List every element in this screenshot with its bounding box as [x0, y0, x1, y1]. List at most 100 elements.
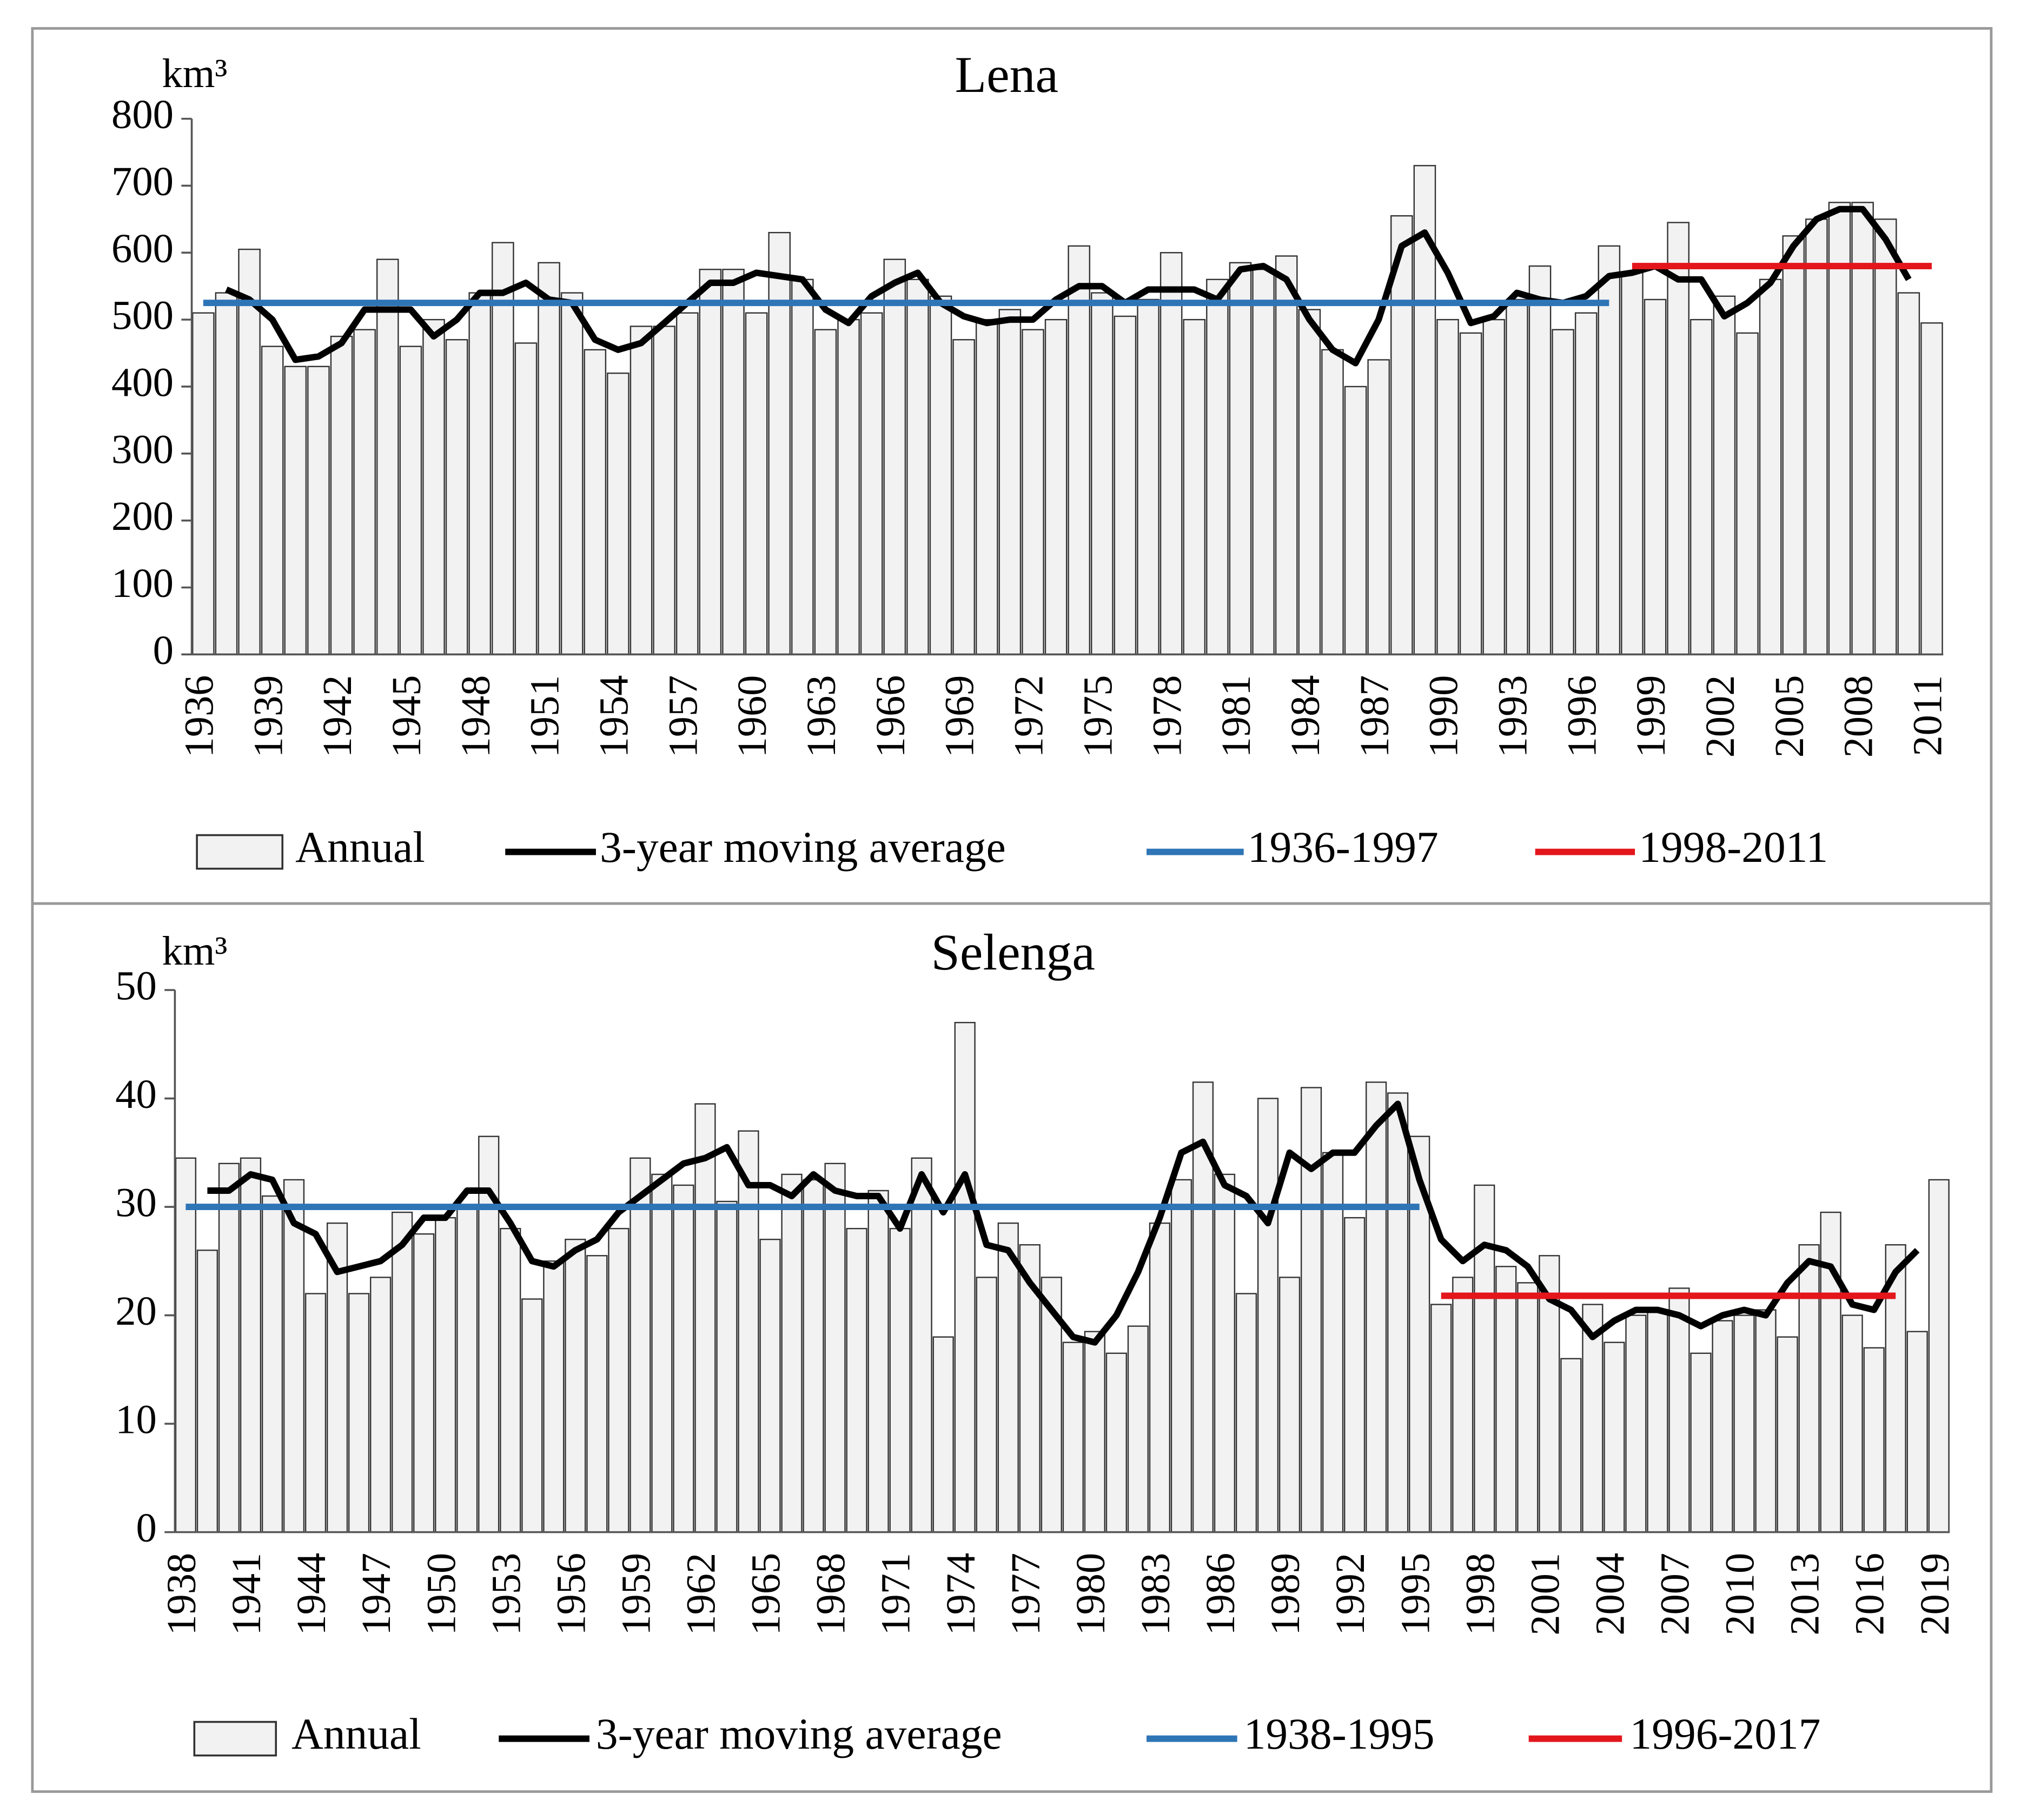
bar	[1621, 272, 1644, 655]
bar	[392, 1211, 413, 1533]
bar	[954, 1021, 976, 1533]
bar	[218, 1163, 240, 1533]
bar	[997, 1222, 1019, 1533]
bar	[192, 312, 215, 655]
bar	[543, 1260, 565, 1533]
line	[225, 205, 1912, 367]
bar	[1851, 202, 1874, 655]
x-tick-label: 1974	[938, 1553, 984, 1636]
x-tick-label: 2004	[1587, 1553, 1633, 1636]
x-tick-label: 1963	[798, 675, 844, 758]
bar	[422, 318, 445, 655]
bar	[694, 1103, 716, 1533]
bar	[1452, 1277, 1474, 1533]
bar	[1667, 222, 1689, 655]
bar	[376, 258, 399, 655]
bar	[283, 1179, 305, 1533]
x-tick-label: 1966	[867, 675, 913, 758]
chart-title: Lena	[955, 46, 1058, 103]
bar	[370, 1277, 392, 1533]
bar	[1278, 1277, 1301, 1533]
bar	[1736, 332, 1759, 655]
y-axis-label: km³	[162, 50, 227, 96]
x-tick-label: 1951	[522, 675, 568, 758]
y-tick-label: 100	[111, 560, 174, 606]
legend-label: Annual	[295, 823, 425, 872]
bar	[1022, 329, 1044, 655]
bar	[1647, 1309, 1668, 1533]
bar	[791, 278, 814, 655]
bar	[651, 1173, 673, 1533]
bar	[353, 329, 376, 655]
x-tick-label: 2016	[1847, 1553, 1893, 1636]
x-tick-label: 1957	[660, 675, 706, 758]
x-tick-label: 1960	[729, 675, 775, 758]
x-tick-label: 2013	[1782, 1553, 1828, 1636]
bar	[261, 346, 284, 655]
bar	[1344, 386, 1367, 655]
bar	[238, 248, 261, 655]
bar	[1897, 292, 1920, 655]
bar	[1574, 312, 1598, 655]
bar	[630, 1157, 651, 1533]
bar	[1137, 298, 1159, 655]
bar	[1598, 245, 1621, 655]
bar	[584, 349, 607, 655]
y-tick-label: 400	[111, 360, 174, 406]
bar	[1149, 1222, 1171, 1533]
bar	[413, 1233, 435, 1533]
bar	[846, 1227, 867, 1533]
bar	[1713, 295, 1736, 655]
y-tick-label: 600	[111, 225, 174, 271]
y-tick-label: 0	[136, 1505, 157, 1551]
bar	[883, 258, 906, 655]
bar	[1459, 332, 1482, 655]
bar	[1874, 218, 1897, 655]
bar	[445, 339, 468, 655]
x-tick-label: 1993	[1489, 675, 1535, 758]
x-tick-label: 1983	[1132, 1553, 1178, 1636]
x-tick-label: 1998	[1457, 1553, 1503, 1636]
y-tick-label: 300	[111, 426, 174, 472]
y-tick-label: 40	[115, 1071, 157, 1117]
bar	[653, 326, 675, 655]
bar	[1482, 318, 1506, 655]
bar	[998, 309, 1022, 655]
bar	[1229, 262, 1252, 655]
bar	[1183, 318, 1206, 655]
bar	[196, 1250, 218, 1533]
bar	[1805, 218, 1828, 655]
x-tick-label: 1995	[1392, 1553, 1438, 1636]
bar	[1367, 359, 1390, 655]
bar	[1084, 1331, 1105, 1533]
bar	[699, 269, 722, 655]
legend-label: 1936-1997	[1248, 823, 1439, 872]
bar	[1068, 245, 1091, 655]
x-tick-label: 1992	[1327, 1553, 1373, 1636]
bar	[1552, 329, 1574, 655]
bar	[1170, 1179, 1192, 1533]
line	[207, 1100, 1920, 1346]
bar	[538, 262, 560, 655]
bar	[435, 1217, 456, 1533]
legend-swatch	[193, 1721, 277, 1757]
bar	[1206, 278, 1229, 655]
bar	[565, 1239, 586, 1533]
bar	[975, 318, 998, 655]
bar	[1906, 1331, 1928, 1533]
bar	[867, 1190, 889, 1533]
bar	[675, 312, 699, 655]
bar	[1105, 1352, 1127, 1533]
y-tick-label: 50	[115, 963, 157, 1009]
bar	[1390, 215, 1413, 655]
x-tick-label: 1962	[678, 1553, 724, 1636]
bar	[1828, 202, 1851, 655]
bar	[1928, 1179, 1950, 1533]
bar	[1820, 1211, 1841, 1533]
bar	[837, 318, 860, 655]
bar	[1436, 318, 1459, 655]
bar	[1321, 349, 1344, 655]
legend-label: 1998-2011	[1639, 823, 1828, 872]
bar	[1300, 1087, 1322, 1533]
x-tick-label: 2008	[1836, 675, 1881, 758]
